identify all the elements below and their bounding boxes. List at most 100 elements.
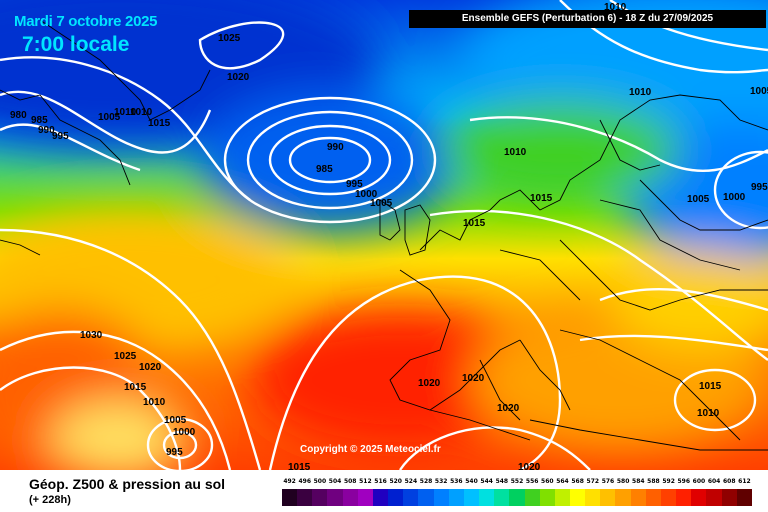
legend-title: Géop. Z500 & pression au sol [29, 476, 226, 492]
pressure-label: 985 [31, 115, 48, 126]
pressure-label: 1005 [687, 194, 710, 205]
pressure-label: 1015 [148, 118, 171, 129]
color-scale-labels: 492 496 500 504 508 512 516 520 524 528 532 536 540 5… [282, 478, 752, 488]
color-scale-swatch [569, 489, 586, 506]
color-scale-label: 520 [389, 478, 402, 485]
pressure-label: 1000 [355, 189, 378, 200]
color-scale-label: 556 [525, 478, 539, 485]
pressure-label: 1010 [697, 408, 720, 419]
color-scale-swatch [539, 489, 555, 506]
color-scale-label: 584 [632, 478, 645, 485]
color-scale-swatch [282, 489, 298, 506]
pressure-label: 1015 [699, 381, 722, 392]
color-scale-label: 532 [434, 478, 448, 485]
pressure-label: 995 [346, 179, 363, 190]
pressure-label: 1025 [218, 33, 241, 44]
pressure-label: 995 [166, 447, 183, 458]
color-scale-swatch [509, 489, 525, 506]
pressure-label: 1015 [463, 218, 486, 229]
pressure-label: 1030 [80, 330, 103, 341]
color-scale-swatch [524, 489, 540, 506]
pressure-label: 1000 [723, 192, 746, 203]
color-scale-label: 544 [480, 478, 493, 485]
color-scale-label: 608 [722, 478, 736, 485]
color-scale-label: 580 [616, 478, 630, 485]
color-scale-swatch [721, 489, 737, 506]
color-scale-swatch [448, 489, 464, 506]
color-scale-swatch [645, 489, 661, 506]
color-scale-label: 612 [738, 478, 751, 485]
color-scale-label: 560 [541, 478, 554, 485]
color-scale-label: 576 [601, 478, 615, 485]
color-scale-swatch [418, 489, 434, 506]
pressure-label: 985 [316, 164, 333, 175]
color-scale-swatch [494, 489, 510, 506]
pressure-label: 1005 [750, 86, 768, 97]
color-scale-swatch [585, 489, 601, 506]
color-scale-label: 548 [495, 478, 509, 485]
color-scale-bar [282, 489, 752, 506]
pressure-label: 1015 [288, 462, 311, 470]
pressure-label: 1010 [114, 107, 137, 118]
color-scale-label: 500 [313, 478, 327, 485]
color-scale-label: 564 [556, 478, 569, 485]
color-scale-label: 536 [450, 478, 463, 485]
pressure-labels: 1025 1020 980 985 990 995 1005 1010 1010… [10, 2, 768, 470]
copyright-notice: Copyright © 2025 Meteociel.fr [300, 444, 441, 455]
color-scale-swatch [479, 489, 495, 506]
color-scale-swatch [706, 489, 722, 506]
model-run-banner: Ensemble GEFS (Perturbation 6) - 18 Z du… [409, 10, 766, 28]
pressure-label: 1010 [143, 397, 166, 408]
isobars [0, 0, 768, 470]
forecast-date: Mardi 7 octobre 2025 [14, 13, 158, 30]
color-scale-swatch [676, 489, 692, 506]
pressure-label: 990 [327, 142, 344, 153]
pressure-label: 1020 [518, 462, 541, 470]
color-scale-label: 604 [707, 478, 721, 485]
pressure-label: 1020 [139, 362, 162, 373]
pressure-label: 1020 [227, 72, 250, 83]
color-scale-label: 528 [419, 478, 433, 485]
color-scale-label: 496 [298, 478, 311, 485]
pressure-label: 1010 [629, 87, 652, 98]
coastlines [0, 19, 768, 451]
pressure-label: 990 [38, 125, 55, 136]
color-scale-label: 516 [374, 478, 387, 485]
color-scale-label: 572 [586, 478, 600, 485]
color-scale-swatch [327, 489, 343, 506]
pressure-label: 1010 [130, 107, 153, 118]
pressure-label: 1020 [497, 403, 520, 414]
color-scale-swatch [600, 489, 616, 506]
color-scale-swatch [463, 489, 480, 506]
pressure-label: 1005 [370, 198, 393, 209]
pressure-label: 995 [52, 131, 69, 142]
pressure-label: 1010 [604, 2, 627, 13]
color-scale-swatch [342, 489, 358, 506]
color-scale-label: 492 [283, 478, 296, 485]
color-scale-label: 540 [465, 478, 478, 485]
color-scale-swatch [433, 489, 449, 506]
color-scale-label: 588 [647, 478, 660, 485]
pressure-label: 1005 [164, 415, 187, 426]
color-scale-label: 596 [677, 478, 691, 485]
pressure-label: 1005 [98, 112, 121, 123]
color-scale-swatch [372, 489, 389, 506]
color-scale-label: 524 [404, 478, 418, 485]
pressure-label: 1025 [114, 351, 137, 362]
color-scale-label: 512 [359, 478, 372, 485]
color-scale-label: 568 [571, 478, 584, 485]
color-scale-swatch [554, 489, 570, 506]
color-scale-swatch [736, 489, 752, 506]
geopotential-field [0, 0, 768, 470]
weather-map: 1025 1020 980 985 990 995 1005 1010 1010… [0, 0, 768, 470]
forecast-time: 7:00 locale [22, 33, 130, 56]
color-scale-swatch [357, 489, 373, 506]
color-scale-label: 508 [343, 478, 357, 485]
color-scale-swatch [660, 489, 677, 506]
pressure-label: 1015 [530, 193, 553, 204]
color-scale: 492 496 500 504 508 512 516 520 524 528 532 536 540 5… [282, 478, 752, 508]
pressure-label: 1000 [173, 427, 196, 438]
color-scale-swatch [388, 489, 404, 506]
color-scale-label: 552 [510, 478, 524, 485]
color-scale-swatch [630, 489, 646, 506]
